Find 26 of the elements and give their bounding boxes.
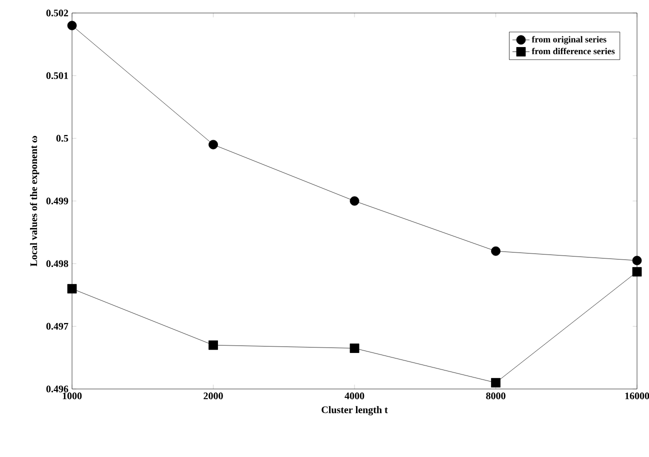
point [491, 378, 500, 388]
point [208, 140, 218, 150]
legend-label: from original series [532, 36, 606, 44]
x-tick-label: 8000 [486, 392, 506, 400]
y-tick-label: 0.499 [46, 198, 68, 204]
y-tick-label: 0.501 [46, 72, 68, 80]
legend-label: from difference series [532, 48, 615, 54]
y-tick-label: 0.497 [46, 322, 68, 330]
y-axis-title: Local values of the exponent ω [30, 136, 40, 266]
y-tick-label: 0.498 [46, 260, 68, 268]
x-axis-title: Cluster length t [322, 406, 388, 416]
x-tick-label: 16000 [625, 392, 649, 400]
point [350, 344, 360, 353]
x-tick-label: 2000 [204, 392, 223, 400]
point [350, 196, 360, 206]
point [67, 284, 77, 294]
y-tick-label: 0.496 [46, 386, 68, 392]
point [491, 246, 500, 256]
y-tick-label: 0.502 [46, 10, 68, 16]
y-tick-label: 0.5 [56, 134, 68, 142]
point [67, 20, 77, 30]
point [632, 267, 642, 276]
point [632, 256, 642, 266]
point [208, 340, 218, 350]
x-tick-label: 4000 [344, 392, 364, 400]
x-tick-label: 1000 [62, 392, 82, 400]
